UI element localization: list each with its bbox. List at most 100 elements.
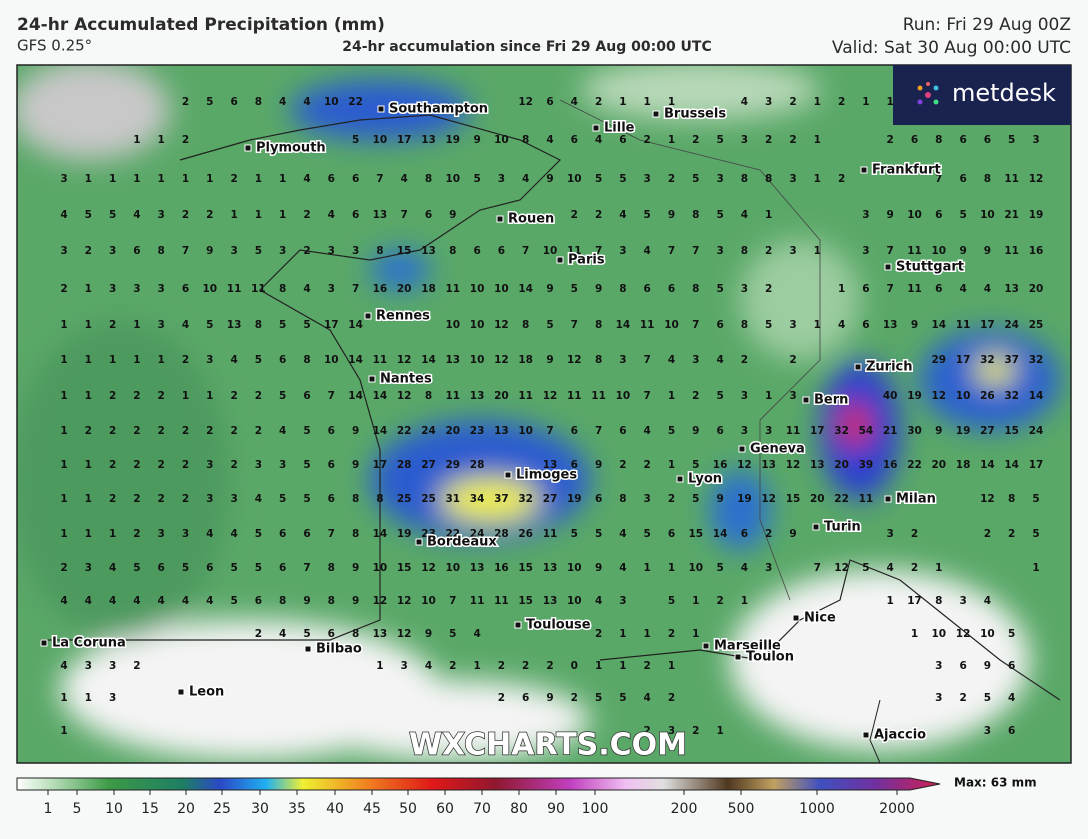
grid-value: 7	[376, 173, 383, 185]
grid-value: 1	[60, 319, 67, 331]
grid-value: 9	[546, 692, 553, 704]
grid-value: 9	[206, 245, 213, 257]
grid-value: 14	[348, 390, 363, 402]
grid-value: 2	[546, 660, 553, 672]
grid-value: 1	[668, 459, 675, 471]
grid-value: 3	[692, 354, 699, 366]
colorbar-tick-label: 500	[728, 801, 755, 817]
grid-value: 6	[571, 459, 578, 471]
grid-value: 2	[182, 425, 189, 437]
grid-value: 5	[255, 528, 262, 540]
city-name: Paris	[568, 253, 605, 268]
grid-value: 15	[518, 562, 533, 574]
grid-value: 8	[522, 134, 529, 146]
grid-value: 2	[911, 528, 918, 540]
grid-value: 14	[373, 425, 388, 437]
city-marker	[504, 471, 512, 479]
grid-value: 5	[133, 562, 140, 574]
grid-value: 1	[85, 319, 92, 331]
grid-value: 17	[980, 319, 995, 331]
grid-value: 2	[60, 283, 67, 295]
grid-value: 1	[814, 245, 821, 257]
grid-value: 1	[668, 562, 675, 574]
grid-value: 27	[421, 459, 436, 471]
grid-value: 22	[907, 459, 922, 471]
grid-value: 2	[692, 725, 699, 737]
grid-value: 10	[980, 209, 995, 221]
grid-value: 2	[85, 245, 92, 257]
grid-value: 5	[862, 562, 869, 574]
grid-value: 4	[401, 173, 408, 185]
grid-value: 1	[279, 173, 286, 185]
grid-value: 6	[741, 528, 748, 540]
grid-value: 4	[109, 595, 116, 607]
grid-value: 13	[470, 562, 485, 574]
grid-value: 2	[182, 134, 189, 146]
colorbar-tick-label: 1000	[799, 801, 835, 817]
grid-value: 6	[230, 96, 237, 108]
grid-value: 11	[373, 354, 388, 366]
city-name: Geneva	[750, 442, 805, 457]
city-marker	[592, 124, 600, 132]
grid-value: 2	[498, 692, 505, 704]
grid-value: 6	[1008, 725, 1015, 737]
grid-value: 10	[373, 562, 388, 574]
grid-value: 2	[230, 459, 237, 471]
grid-value: 11	[494, 595, 509, 607]
grid-value: 3	[741, 283, 748, 295]
grid-value: 2	[911, 562, 918, 574]
grid-value: 1	[765, 209, 772, 221]
grid-value: 4	[279, 96, 286, 108]
grid-value: 20	[397, 283, 412, 295]
grid-value: 3	[789, 245, 796, 257]
grid-value: 5	[619, 692, 626, 704]
grid-value: 4	[595, 134, 602, 146]
grid-value: 3	[133, 283, 140, 295]
grid-value: 1	[60, 354, 67, 366]
grid-value: 6	[935, 283, 942, 295]
grid-value: 10	[470, 283, 485, 295]
grid-value: 1	[85, 692, 92, 704]
grid-value: 2	[789, 134, 796, 146]
grid-value: 3	[789, 390, 796, 402]
value-grid: 2 5 6 8 4 4 10 22 12 6 4 2 1 1 1 4 3 2 1 2 1 11 1 2 5 10 17 13 19 9 10…	[60, 96, 1043, 737]
logo-icon	[917, 82, 939, 105]
grid-value: 5	[619, 173, 626, 185]
grid-value: 4	[644, 245, 651, 257]
grid-value: 3	[109, 283, 116, 295]
grid-value: 7	[644, 390, 651, 402]
grid-value: 1	[133, 319, 140, 331]
grid-value: 7	[814, 562, 821, 574]
grid-value: 1	[60, 459, 67, 471]
grid-value: 14	[980, 459, 995, 471]
city-name: Stuttgart	[896, 260, 964, 275]
grid-value: 6	[522, 692, 529, 704]
grid-value: 9	[449, 209, 456, 221]
grid-value: 12	[421, 562, 436, 574]
grid-value: 9	[303, 595, 310, 607]
city-name: Rouen	[508, 212, 554, 227]
grid-value: 4	[741, 96, 748, 108]
grid-value: 2	[109, 459, 116, 471]
grid-value: 1	[473, 660, 480, 672]
city-name: La Coruna	[52, 636, 126, 651]
grid-value: 8	[376, 245, 383, 257]
grid-value: 9	[546, 354, 553, 366]
grid-value: 7	[692, 245, 699, 257]
grid-value: 19	[567, 493, 582, 505]
grid-value: 1	[206, 173, 213, 185]
grid-value: 5	[668, 595, 675, 607]
grid-value: 19	[737, 493, 752, 505]
grid-value: 2	[109, 319, 116, 331]
grid-value: 10	[567, 562, 582, 574]
grid-value: 1	[619, 628, 626, 640]
grid-value: 11	[1004, 245, 1019, 257]
grid-value: 3	[279, 459, 286, 471]
grid-value: 4	[85, 595, 92, 607]
grid-value: 5	[1032, 528, 1039, 540]
city-marker	[802, 396, 810, 404]
city-marker	[738, 445, 746, 453]
grid-value: 8	[352, 493, 359, 505]
grid-value: 12	[1029, 173, 1044, 185]
